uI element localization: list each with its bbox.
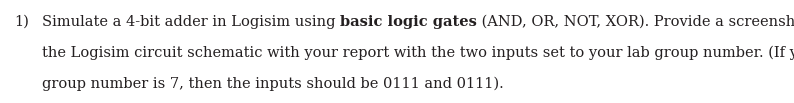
Text: basic logic gates: basic logic gates [340,15,477,29]
Text: Simulate a 4-bit adder in Logisim using: Simulate a 4-bit adder in Logisim using [42,15,340,29]
Text: the Logisim circuit schematic with your report with the two inputs set to your l: the Logisim circuit schematic with your … [42,46,794,60]
Text: 1): 1) [14,15,29,29]
Text: group number is 7, then the inputs should be 0111 and 0111).: group number is 7, then the inputs shoul… [42,77,503,91]
Text: (AND, OR, NOT, XOR). Provide a screenshot of: (AND, OR, NOT, XOR). Provide a screensho… [477,15,794,29]
